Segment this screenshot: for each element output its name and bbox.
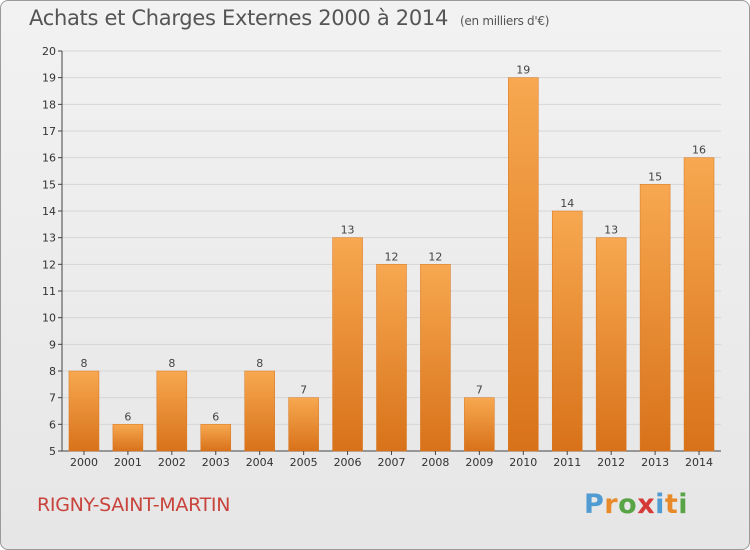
y-tick-label: 17 [42,125,56,138]
bar [68,370,100,452]
data-label: 8 [80,357,87,370]
bar [639,184,671,452]
chart-title: Achats et Charges Externes 2000 à 2014 (e… [29,6,549,30]
unit-label: (en milliers d'€) [460,14,550,28]
proxiti-logo: Proxiti [584,489,689,520]
x-tick-label: 2006 [334,456,362,469]
data-label: 7 [476,384,483,397]
bar [244,370,275,452]
bar [420,264,451,452]
y-tick-label: 14 [42,205,56,218]
data-label: 19 [516,64,530,77]
commune-name: RIGNY-SAINT-MARTIN [37,494,231,516]
bar [508,77,539,452]
y-tick-label: 12 [42,258,56,271]
data-label: 6 [124,410,131,423]
x-tick-label: 2004 [246,456,274,469]
bar [332,237,363,452]
x-tick-label: 2007 [378,456,406,469]
data-label: 6 [212,410,219,423]
x-tick-label: 2005 [290,456,318,469]
bar [200,424,232,452]
x-tick-label: 2011 [553,456,581,469]
y-tick-labels: 5 6 7 8 9 10 11 12 13 14 15 16 17 18 19 20 [42,45,62,458]
y-tick-label: 11 [42,285,56,298]
y-tick-label: 8 [49,365,56,378]
x-tick-label: 2010 [509,456,537,469]
x-tick-label: 2009 [465,456,493,469]
x-tick-label: 2012 [597,456,625,469]
y-tick-label: 9 [49,338,56,351]
y-tick-label: 15 [42,178,56,191]
x-tick-label: 2013 [641,456,669,469]
y-tick-label: 7 [49,392,56,405]
data-label: 8 [256,357,263,370]
y-tick-label: 5 [49,445,56,458]
data-label: 13 [341,224,355,237]
bar [112,424,144,452]
data-label: 16 [692,144,706,157]
data-label: 14 [560,197,574,210]
data-label: 12 [428,250,442,263]
bar [595,237,627,452]
y-tick-label: 18 [42,98,56,111]
bar [288,397,319,452]
title-text: Achats et Charges Externes 2000 à 2014 [29,6,449,30]
x-tick-label: 2001 [114,456,142,469]
data-label: 7 [300,384,307,397]
bar [464,397,495,452]
x-tick-label: 2014 [685,456,713,469]
y-tick-label: 10 [42,312,56,325]
x-tick-labels: 2000 2001 2002 2003 2004 2005 2006 2007 2008 2009… [70,451,713,469]
bar [156,370,188,452]
bar [551,210,583,452]
data-label: 12 [385,250,399,263]
x-tick-label: 2008 [421,456,449,469]
bar [376,264,407,452]
y-tick-label: 19 [42,72,56,85]
data-label: 15 [648,170,662,183]
y-tick-label: 13 [42,232,56,245]
x-tick-label: 2000 [70,456,98,469]
y-tick-label: 6 [49,418,56,431]
y-tick-label: 16 [42,152,56,165]
bar [683,157,715,452]
data-label: 8 [168,357,175,370]
bars: 8 6 8 6 8 7 13 12 12 7 19 14 13 15 16 [68,64,715,452]
y-tick-label: 20 [42,45,56,58]
x-tick-label: 2003 [202,456,230,469]
x-tick-label: 2002 [158,456,186,469]
data-label: 13 [604,224,618,237]
